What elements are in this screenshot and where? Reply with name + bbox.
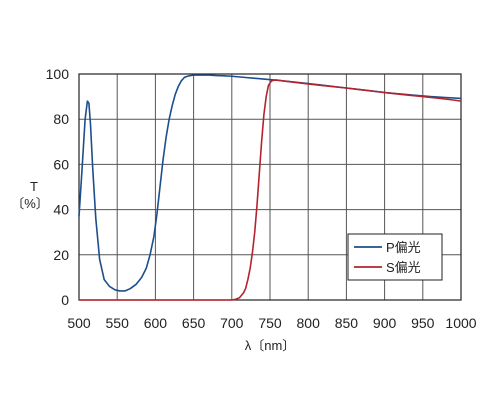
x-tick-label: 650 xyxy=(182,315,206,331)
legend-box xyxy=(347,233,443,281)
x-axis-label: λ〔nm〕 xyxy=(245,338,296,353)
y-tick-label: 60 xyxy=(53,156,69,172)
legend-label-1: P偏光 xyxy=(386,240,421,255)
plot-area-frame xyxy=(78,73,462,301)
x-tick-label: 550 xyxy=(106,315,130,331)
y-axis-label: T xyxy=(30,179,38,194)
x-tick-label: 850 xyxy=(335,315,359,331)
y-tick-label: 40 xyxy=(53,202,69,218)
x-axis-ticks: 500 550 600 650 700 750 800 850 900 950 1000 xyxy=(67,315,476,331)
y-tick-label: 0 xyxy=(61,292,69,308)
series-line-2 xyxy=(79,79,462,301)
x-tick-label: 900 xyxy=(373,315,397,331)
x-tick-label: 800 xyxy=(297,315,321,331)
x-tick-label: 750 xyxy=(258,315,282,331)
y-tick-label: 80 xyxy=(53,111,69,127)
series-layer xyxy=(78,74,462,301)
x-tick-label: 600 xyxy=(144,315,168,331)
x-tick-label: 1000 xyxy=(445,315,476,331)
legend: P偏光 S偏光 xyxy=(347,233,443,281)
y-axis-ticks: 0 20 40 60 80 100 xyxy=(46,66,70,308)
x-tick-label: 950 xyxy=(411,315,435,331)
legend-label-2: S偏光 xyxy=(386,260,421,275)
y-axis-unit: 〔%〕 xyxy=(11,196,49,211)
x-tick-label: 500 xyxy=(67,315,91,331)
y-tick-label: 20 xyxy=(53,247,69,263)
y-tick-label: 100 xyxy=(46,66,70,82)
x-tick-label: 700 xyxy=(220,315,244,331)
